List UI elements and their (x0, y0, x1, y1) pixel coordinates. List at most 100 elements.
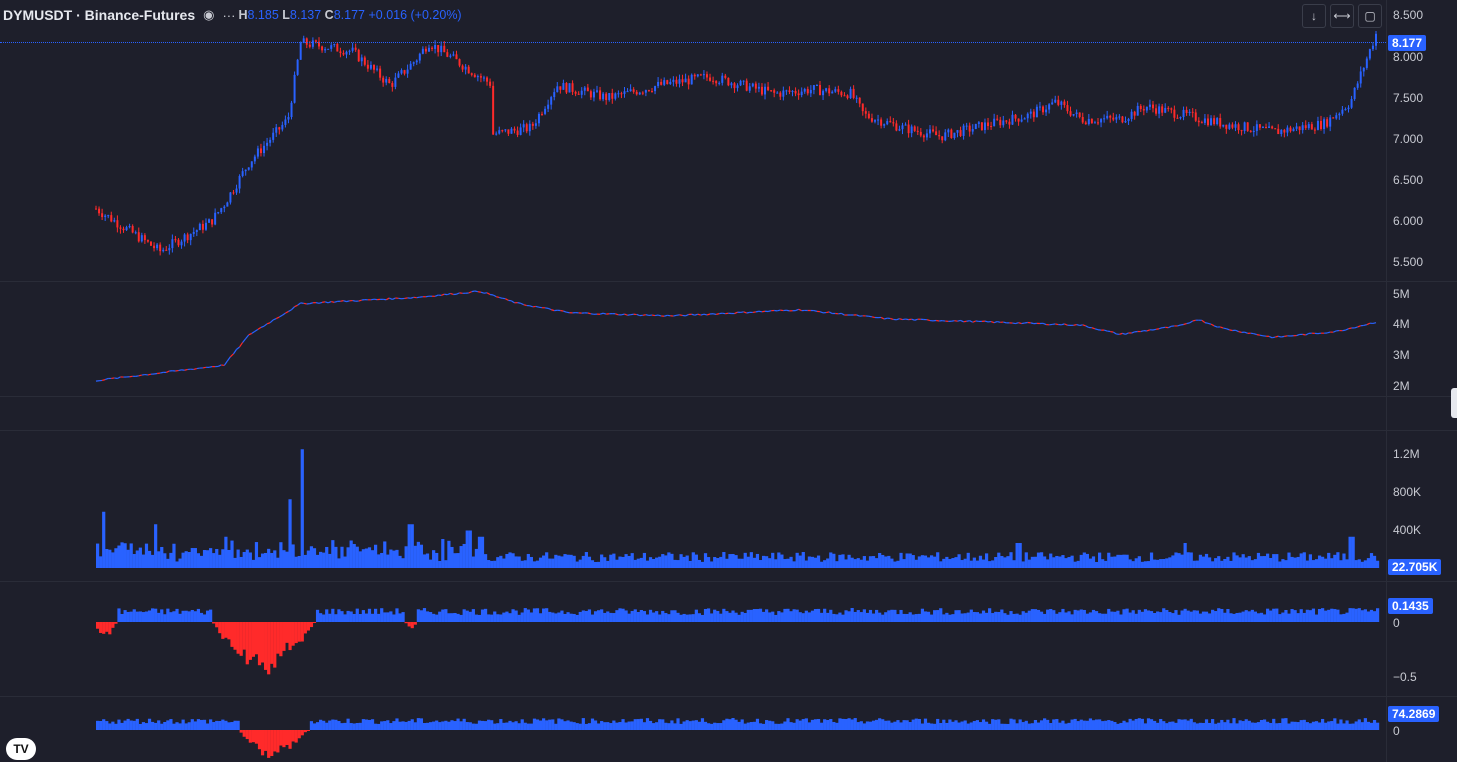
volume-bar (600, 554, 604, 568)
oscillator-bar (1296, 613, 1300, 622)
oscillator-bar (685, 614, 689, 622)
volume-bar (1085, 553, 1089, 568)
candle (760, 86, 763, 95)
more-dots-icon[interactable]: ··· (222, 7, 236, 23)
volume-chart[interactable] (0, 431, 1385, 581)
symbol-title[interactable]: DYMUSDT · Binance-Futures (3, 7, 196, 23)
oscillator-2-bar (706, 723, 711, 730)
maximize-icon[interactable]: ▢ (1358, 4, 1382, 28)
oi-segment (1326, 331, 1331, 334)
oscillator-2-chart[interactable] (0, 697, 1385, 762)
candle (1145, 106, 1148, 111)
oi-segment (560, 309, 564, 312)
oi-segment (703, 313, 708, 316)
oscillator-bar (260, 622, 265, 663)
oi-segment (1256, 334, 1261, 336)
volume-bar (474, 548, 479, 568)
candle (119, 227, 122, 229)
oscillator-bar (771, 611, 775, 622)
pane-separator[interactable] (0, 396, 1457, 397)
oi-segment (294, 304, 298, 308)
oscillator-2-bar (157, 720, 161, 730)
open-interest-chart[interactable] (0, 282, 1385, 396)
tradingview-logo[interactable]: TV (6, 738, 36, 760)
candle (907, 124, 910, 134)
oscillator-2-bar (205, 723, 210, 730)
volume-bar (703, 553, 708, 568)
oscillator-bar (1107, 608, 1111, 622)
oi-segment (1079, 324, 1083, 327)
oscillator-2-bar (526, 723, 530, 730)
oscillator-bar (343, 614, 347, 622)
oscillator-bar (1262, 614, 1267, 622)
pane-separator[interactable] (0, 430, 1457, 431)
price-chart[interactable] (0, 0, 1385, 281)
oscillator-2-bar (367, 719, 372, 730)
oscillator-2-bar (150, 721, 155, 730)
oscillator-2-bar (300, 730, 304, 736)
oscillator-2-bar (749, 722, 753, 730)
oscillator-2-bar (1043, 718, 1047, 730)
oscillator-2-bar (978, 722, 983, 730)
oscillator-2-bar (532, 718, 537, 730)
candle (1359, 71, 1362, 84)
oscillator-2-bar (1085, 720, 1089, 730)
candle (434, 45, 437, 49)
volume-bar (1180, 554, 1184, 568)
oscillator-2-bar (1162, 721, 1166, 730)
candle (773, 90, 776, 93)
volume-bar (1098, 552, 1102, 568)
volume-bar (215, 548, 219, 568)
candle (666, 80, 669, 84)
oscillator-2-bar (245, 730, 249, 740)
oscillator-bar (129, 611, 133, 622)
candle (565, 83, 568, 93)
candle (186, 234, 189, 241)
oscillator-2-bar (233, 720, 237, 730)
oscillator-bar (972, 611, 976, 622)
oscillator-2-bar (1039, 720, 1044, 730)
oi-segment (767, 310, 772, 313)
volume-bar (667, 552, 671, 568)
volume-bar (664, 555, 668, 568)
oscillator-2-bar (627, 721, 631, 730)
oscillator-2-bar (688, 721, 692, 730)
oscillator-bar (1195, 610, 1199, 622)
candle (1075, 112, 1078, 115)
pane-separator[interactable] (0, 581, 1457, 582)
price-axis[interactable] (1386, 0, 1457, 762)
pane-separator[interactable] (0, 281, 1457, 282)
oi-segment (1152, 328, 1157, 331)
candle (1240, 130, 1243, 132)
oscillator-2-bar (661, 719, 665, 730)
candle (409, 63, 412, 70)
oscillator-bar (1009, 611, 1013, 622)
arrow-down-icon[interactable]: ↓ (1302, 4, 1326, 28)
volume-bar (1131, 561, 1135, 568)
candle (736, 85, 739, 89)
oscillator-bar (172, 611, 176, 622)
oscillator-2-bar (303, 730, 307, 733)
oscillator-bar (581, 610, 585, 622)
candle (431, 47, 434, 49)
scroll-handle[interactable] (1451, 388, 1457, 418)
pane-separator[interactable] (0, 696, 1457, 697)
oi-segment (1030, 322, 1034, 325)
volume-bar (1357, 559, 1361, 568)
candle (418, 53, 421, 61)
oscillator-2-bar (832, 721, 836, 730)
oscillator-2-bar (676, 718, 680, 730)
oi-segment (392, 297, 396, 300)
oi-segment (242, 338, 247, 343)
eye-icon[interactable]: ◉ (203, 7, 215, 22)
oscillator-bar (123, 610, 127, 622)
oscillator-2-bar (1101, 721, 1105, 730)
oscillator-2-bar (648, 720, 653, 730)
volume-bar (768, 558, 772, 568)
candle (696, 74, 699, 77)
collapse-icon[interactable]: ⟷ (1330, 4, 1354, 28)
candle (568, 83, 571, 93)
oscillator-chart[interactable] (0, 582, 1385, 696)
candle (950, 129, 953, 138)
oscillator-bar (832, 613, 836, 622)
